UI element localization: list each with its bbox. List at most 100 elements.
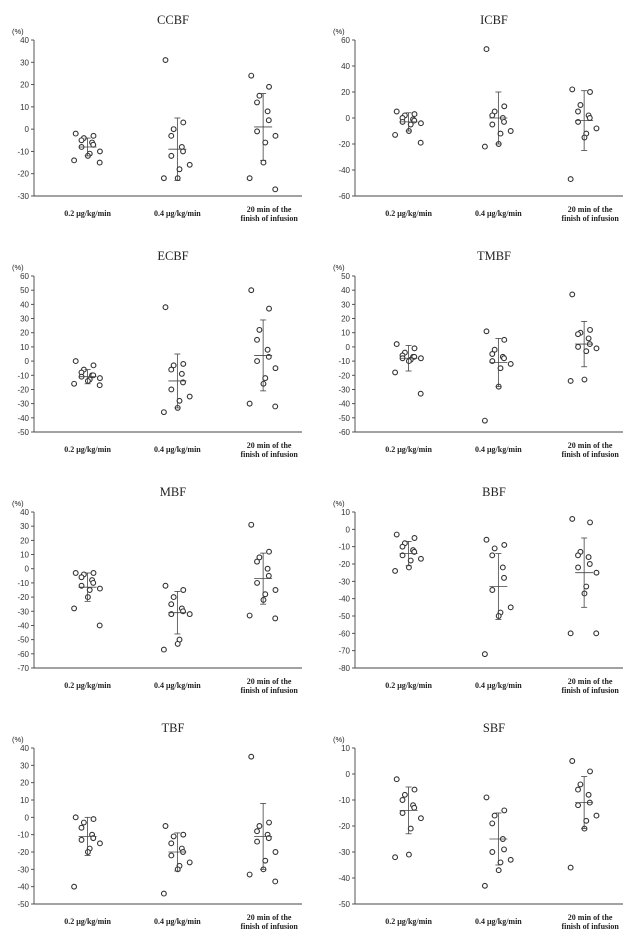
x-category-label-line: 20 min of the (247, 205, 292, 214)
x-category-label: 20 min of the finish of infusion (561, 441, 619, 459)
data-point (272, 878, 279, 885)
data-point (489, 820, 496, 827)
data-point (264, 565, 271, 572)
chart-title: SBF (483, 721, 505, 735)
y-tick-label: -10 (17, 831, 29, 840)
data-point (254, 828, 260, 835)
x-category-label: 20 min of the finish of infusion (561, 205, 619, 223)
data-point (162, 582, 169, 589)
x-category-label-line: 20 min of the (568, 677, 613, 686)
y-tick-label: 60 (20, 272, 29, 281)
y-tick-label: -80 (338, 664, 350, 673)
chart-svg-bbf: BBF (%)10 0 -10 -20 -30 -40 -50 -60 -70 -80 0.2 μg/… (333, 485, 623, 695)
data-point (587, 89, 593, 95)
data-point (497, 859, 504, 866)
y-tick-label: 0 (346, 114, 351, 123)
data-point (246, 175, 253, 182)
data-point (587, 519, 593, 526)
data-point (399, 810, 406, 816)
data-point (248, 753, 255, 760)
x-category-label: 20 min of the finish of infusion (240, 205, 298, 223)
y-axis-unit-label: (%) (333, 735, 345, 744)
data-point (417, 815, 424, 822)
data-point (180, 831, 187, 838)
data-point (407, 825, 414, 832)
data-point (162, 304, 169, 311)
data-point (168, 152, 175, 159)
data-point (501, 541, 508, 548)
y-tick-label: 0 (25, 125, 30, 134)
chart-ecbf: ECBF (%) 60 50 40 30 20 10 0 -10 -20 -30 -40 -50 0.2 μ… (0, 236, 321, 472)
y-tick-label: -10 (17, 579, 29, 588)
chart-icbf: ICBF (%) 60 40 20 0 -20 -40 -60 0.2 μg/kg/min 0.4 … (321, 0, 642, 236)
data-point (72, 570, 79, 576)
chart-svg-ecbf: ECBF (%)60 50 40 30 20 10 0 -10 -20 -30 -40 -50 0.2 μ… (12, 249, 302, 459)
data-point (507, 360, 514, 367)
data-point (168, 840, 175, 847)
data-point (411, 535, 418, 541)
y-tick-label: -30 (338, 848, 350, 857)
data-point (96, 159, 103, 166)
data-point (160, 890, 167, 897)
y-tick-label: 0 (346, 525, 351, 534)
x-category-label-line: finish of infusion (561, 214, 619, 223)
data-point (581, 376, 588, 383)
data-point (168, 601, 175, 608)
data-point (168, 366, 175, 373)
y-tick-label: 0 (25, 357, 30, 366)
y-tick-label: -50 (17, 636, 29, 645)
y-tick-label: -60 (17, 650, 29, 659)
data-point (160, 175, 167, 182)
data-point (481, 882, 488, 889)
data-point (170, 362, 177, 369)
data-point (411, 786, 418, 793)
data-point (71, 380, 78, 387)
x-category-label-line: 20 min of the (247, 913, 292, 922)
chart-mbf: MBF (%) 40 30 20 10 0 -10 -20 -30 -40 -50 -60 -70 0.2 … (0, 472, 321, 708)
chart-svg-icbf: ICBF (%)60 40 20 0 -20 -40 -60 0.2 μg/kg/min 0.4 … (333, 13, 623, 223)
data-point (405, 851, 412, 858)
y-tick-label: -60 (338, 629, 350, 638)
y-tick-label: 10 (20, 103, 29, 112)
data-point (501, 103, 508, 110)
data-point (78, 824, 85, 831)
data-point (575, 802, 582, 809)
data-point (483, 46, 490, 53)
data-point (575, 552, 581, 559)
data-point (254, 838, 261, 845)
data-point (72, 358, 79, 365)
y-tick-label: -30 (17, 607, 29, 616)
data-point (264, 346, 271, 353)
data-point (575, 564, 582, 571)
y-tick-label: 40 (20, 508, 29, 517)
y-tick-label: -20 (17, 848, 29, 857)
y-tick-label: 40 (20, 36, 29, 45)
data-point (411, 345, 418, 352)
data-point (186, 161, 193, 168)
data-point (575, 343, 582, 350)
chart-title: BBF (482, 485, 506, 499)
x-category-label: 0.4 μg/kg/min (475, 445, 522, 454)
data-point (246, 612, 253, 619)
x-category-label-line: 20 min of the (247, 677, 292, 686)
data-point (497, 365, 504, 372)
y-tick-label: 40 (20, 744, 29, 753)
data-point (96, 622, 103, 629)
data-point (71, 605, 78, 612)
data-point (162, 823, 169, 829)
data-point (501, 574, 507, 581)
y-tick-label: -10 (17, 371, 29, 380)
chart-tbf: TBF (%) 40 30 20 10 0 -10 -20 -30 -40 -50 0.2 μg/kg/… (0, 708, 321, 944)
data-point (254, 358, 261, 365)
data-point (567, 864, 574, 871)
data-point (90, 579, 97, 586)
data-point (266, 305, 272, 312)
data-point (186, 393, 193, 400)
data-point (491, 346, 498, 353)
data-point (577, 102, 584, 108)
data-point (399, 797, 406, 803)
data-point (489, 351, 496, 357)
data-point (170, 833, 177, 840)
data-point (495, 867, 502, 874)
data-point (71, 157, 78, 164)
